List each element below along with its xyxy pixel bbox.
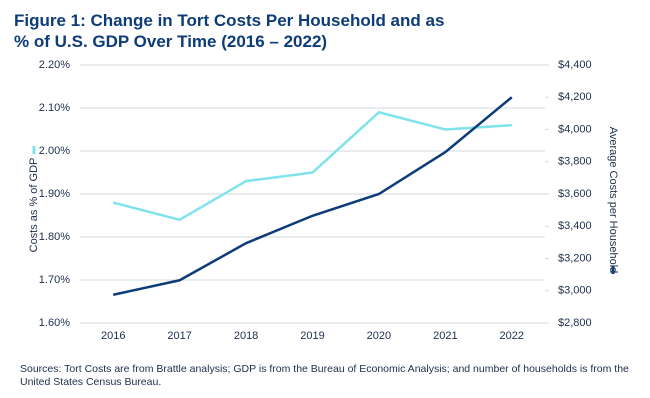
y-axis-title: Costs as % of GDP xyxy=(28,158,40,253)
series-line xyxy=(112,96,513,297)
x-tick-label: 2021 xyxy=(433,330,457,342)
y2-tick-label: $4,200 xyxy=(558,91,592,103)
y-tick-label: 2.20% xyxy=(39,59,70,71)
x-tick-label: 2018 xyxy=(234,330,258,342)
y2-tick-label: $3,200 xyxy=(558,252,592,264)
y2-axis-title: Average Costs per Household xyxy=(607,127,619,274)
x-tick-label: 2022 xyxy=(500,330,524,342)
x-tick-label: 2016 xyxy=(101,330,125,342)
y-tick-label: 1.80% xyxy=(39,231,70,243)
y2-tick-label: $3,400 xyxy=(558,220,592,232)
y2-tick-label: $3,600 xyxy=(558,188,592,200)
x-tick-label: 2017 xyxy=(167,330,191,342)
y-tick-label: 2.10% xyxy=(39,102,70,114)
y-tick-label: 1.70% xyxy=(39,274,70,286)
y-tick-label: 1.60% xyxy=(39,317,70,329)
x-tick-label: 2020 xyxy=(367,330,391,342)
chart-title: Figure 1: Change in Tort Costs Per House… xyxy=(14,11,445,51)
y2-tick-label: $3,800 xyxy=(558,156,592,168)
x-tick-label: 2019 xyxy=(300,330,324,342)
y-tick-label: 1.90% xyxy=(39,188,70,200)
y-tick-label: 2.00% xyxy=(39,145,70,157)
y2-tick-label: $2,800 xyxy=(558,317,592,329)
series-line xyxy=(112,110,512,222)
source-note: Sources: Tort Costs are from Brattle ana… xyxy=(20,363,629,388)
y2-tick-label: $4,400 xyxy=(558,59,592,71)
y2-tick-label: $3,000 xyxy=(558,285,592,297)
y2-tick-label: $4,000 xyxy=(558,123,592,135)
